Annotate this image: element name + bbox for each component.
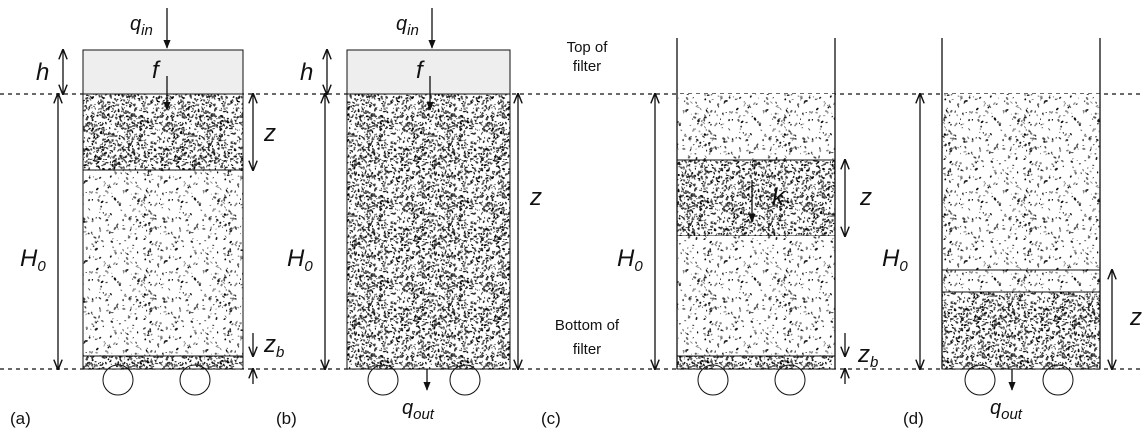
z: z <box>1129 304 1142 331</box>
bottom-note: filter <box>573 341 601 358</box>
h0-sub: 0 <box>899 258 908 275</box>
h0-sub: 0 <box>304 258 313 275</box>
h0: H0 <box>287 245 313 275</box>
z-b: zb <box>857 341 878 371</box>
q-out-base: q <box>402 397 413 419</box>
q-in-sub: in <box>407 22 419 39</box>
z-b-base: z <box>263 331 276 358</box>
clogged-media <box>346 93 511 370</box>
top-note: filter <box>573 58 601 75</box>
h0-base: H <box>20 245 38 272</box>
f: f <box>152 57 161 84</box>
q-out: qout <box>990 397 1023 423</box>
panel-c: k z H0 zb (c) <box>541 38 878 428</box>
h0-base: H <box>617 245 635 272</box>
bottom-layer <box>82 355 244 370</box>
transition-layer <box>941 269 1101 293</box>
q-out-base: q <box>990 397 1001 419</box>
h0-sub: 0 <box>37 258 46 275</box>
drain-pipe <box>449 364 481 396</box>
filter-wall <box>941 38 1101 369</box>
filter-media <box>942 94 1100 270</box>
drain-pipe <box>964 364 996 396</box>
bottom-note: Bottom of <box>555 317 620 334</box>
h0-base: H <box>882 245 900 272</box>
top-note: Top of <box>567 39 609 56</box>
panel-label: (b) <box>276 409 297 428</box>
z-b-sub: b <box>276 344 284 361</box>
k: k <box>772 184 786 211</box>
z: z <box>529 184 542 211</box>
clogged-layer <box>676 159 836 237</box>
q-in-sub: in <box>141 22 153 39</box>
bottom-layer <box>676 355 836 370</box>
h0-sub: 0 <box>634 258 643 275</box>
h: h <box>36 59 49 86</box>
q-in: qin <box>130 13 153 39</box>
clogged-layer <box>941 291 1101 370</box>
q-out-sub: out <box>1001 406 1023 423</box>
z: z <box>263 120 276 147</box>
h0: H0 <box>20 245 46 275</box>
q-in-base: q <box>130 13 141 35</box>
filter-media <box>677 94 835 160</box>
panel-label: (c) <box>541 409 561 428</box>
filter-media <box>82 169 244 357</box>
panel-label: (d) <box>903 409 924 428</box>
q-out: qout <box>402 397 435 423</box>
drain-pipe <box>1042 364 1074 396</box>
f: f <box>416 57 425 84</box>
filter-media <box>677 236 835 356</box>
z-b-base: z <box>857 341 870 368</box>
ponded-water <box>346 49 511 95</box>
drain-pipe <box>102 364 134 396</box>
q-out-sub: out <box>413 406 435 423</box>
panel-label: (a) <box>10 409 31 428</box>
q-in: qin <box>396 13 419 39</box>
drain-pipe <box>367 364 399 396</box>
clogged-layer <box>82 93 244 171</box>
ponded-water <box>82 49 244 95</box>
drain-pipe <box>774 364 806 396</box>
z: z <box>859 184 872 211</box>
drain-pipe <box>697 364 729 396</box>
panel-b: qin h f z H0 qout (b) <box>276 8 542 428</box>
h0: H0 <box>882 245 908 275</box>
z-b-sub: b <box>870 354 878 371</box>
drain-pipe <box>179 364 211 396</box>
h0-base: H <box>287 245 305 272</box>
q-in-base: q <box>396 13 407 35</box>
h0: H0 <box>617 245 643 275</box>
panel-d: z H0 qout (d) <box>882 38 1142 428</box>
z-b: zb <box>263 331 284 361</box>
h: h <box>300 59 313 86</box>
panel-a: qin h f z H0 zb (a) <box>10 8 284 428</box>
filter-wall <box>676 38 836 369</box>
